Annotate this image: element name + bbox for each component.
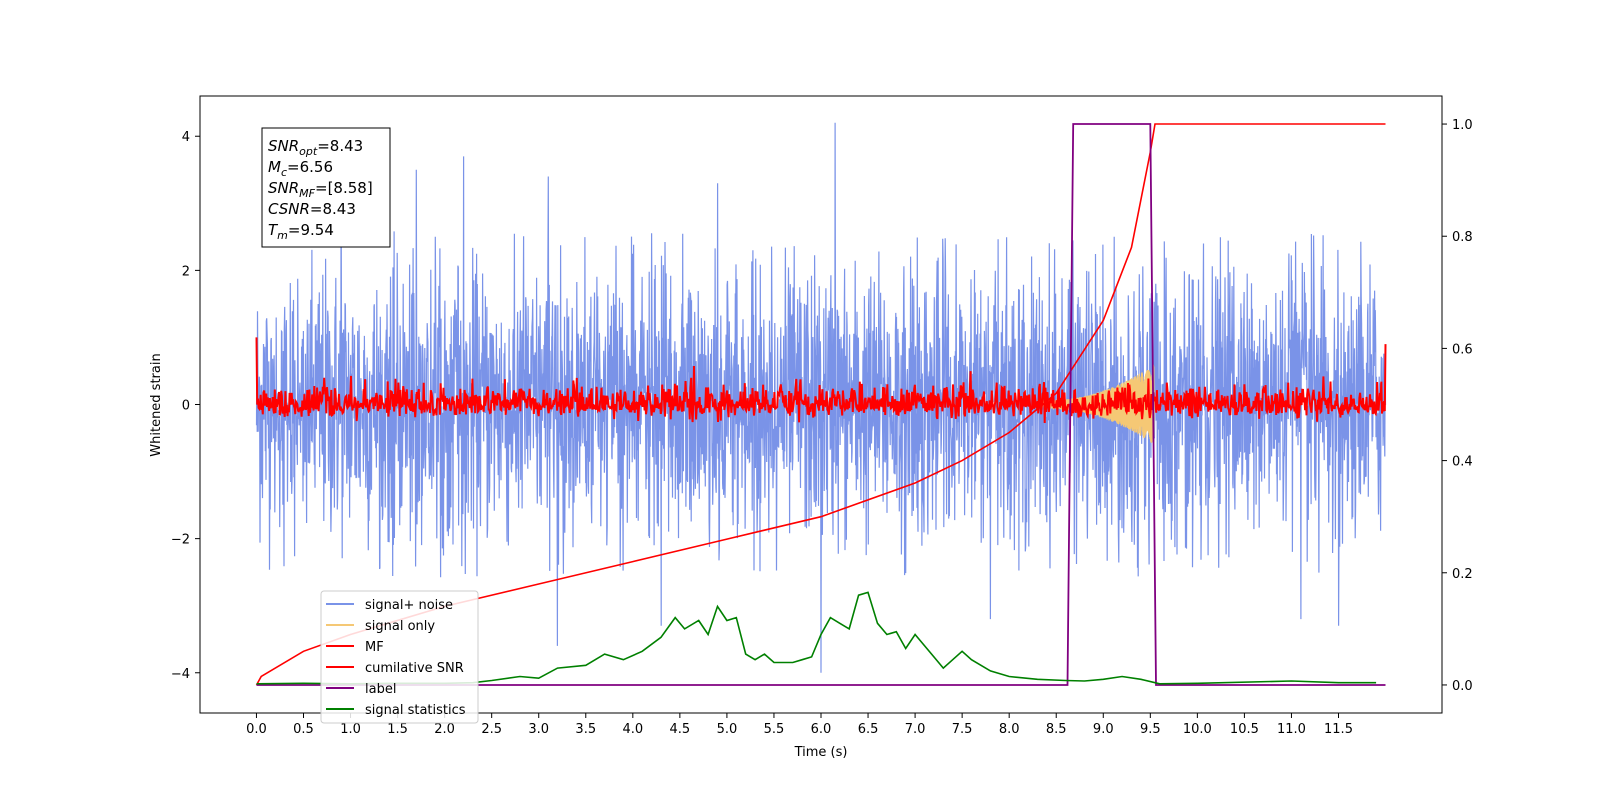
series-label bbox=[256, 123, 1386, 686]
legend-frame bbox=[320, 590, 479, 724]
x-tick-label: 10.5 bbox=[1230, 722, 1259, 737]
series-signal-statistics bbox=[256, 591, 1377, 685]
y2-tick-label: 1.0 bbox=[1452, 118, 1473, 133]
x-axis-label: Time (s) bbox=[794, 745, 848, 760]
legend-entry: MF bbox=[365, 640, 384, 655]
x-tick-label: 4.5 bbox=[670, 722, 691, 737]
x-tick-label: 9.5 bbox=[1140, 722, 1161, 737]
x-tick-label: 6.0 bbox=[811, 722, 832, 737]
y2-tick-label: 0.2 bbox=[1452, 567, 1473, 582]
x-tick-label: 7.0 bbox=[905, 722, 926, 737]
y2-tick-label: 0.6 bbox=[1452, 342, 1473, 357]
y-tick-label: 4 bbox=[182, 130, 190, 145]
annotation-frame bbox=[261, 127, 391, 248]
x-tick-label: 6.5 bbox=[858, 722, 879, 737]
legend: signal+ noise signal only MF cumilative SNR… bbox=[320, 590, 479, 724]
y2-tick-label: 0.8 bbox=[1452, 230, 1473, 245]
x-tick-label: 2.5 bbox=[481, 722, 502, 737]
annotation-line: Tm=9.54 bbox=[268, 221, 334, 242]
x-tick-label: 11.5 bbox=[1324, 722, 1353, 737]
annotation-line: SNRopt=8.43 bbox=[268, 137, 363, 158]
x-tick-label: 0.0 bbox=[246, 722, 267, 737]
y2-tick-label: 0.0 bbox=[1452, 679, 1473, 694]
y-axis-right: 0.0 0.2 0.4 0.6 0.8 1.0 bbox=[1442, 118, 1473, 694]
annotation-line: CSNR=8.43 bbox=[268, 200, 356, 218]
x-tick-label: 4.0 bbox=[622, 722, 643, 737]
x-tick-label: 5.0 bbox=[717, 722, 738, 737]
x-tick-label: 8.0 bbox=[999, 722, 1020, 737]
x-tick-label: 10.0 bbox=[1183, 722, 1212, 737]
annotation-line: SNRMF=[8.58] bbox=[268, 179, 373, 200]
y-axis-left: −4 −2 0 2 4 bbox=[171, 130, 200, 682]
x-tick-label: 5.5 bbox=[764, 722, 785, 737]
x-tick-label: 9.0 bbox=[1093, 722, 1114, 737]
x-tick-label: 0.5 bbox=[293, 722, 314, 737]
y-tick-label: 0 bbox=[182, 399, 190, 414]
annotation-line: Mc=6.56 bbox=[268, 158, 333, 179]
series-signal-noise bbox=[255, 122, 1387, 673]
legend-entry: signal statistics bbox=[365, 703, 466, 718]
legend-entry: cumilative SNR bbox=[365, 661, 464, 676]
x-tick-label: 1.5 bbox=[387, 722, 408, 737]
y-tick-label: −2 bbox=[171, 533, 190, 548]
series-mf bbox=[255, 337, 1387, 424]
x-tick-label: 3.0 bbox=[528, 722, 549, 737]
x-tick-label: 8.5 bbox=[1046, 722, 1067, 737]
legend-entry: signal only bbox=[365, 619, 435, 634]
x-tick-label: 3.5 bbox=[575, 722, 596, 737]
x-tick-label: 7.5 bbox=[952, 722, 973, 737]
y-axis-label: Whitened strain bbox=[149, 353, 164, 456]
x-tick-label: 2.0 bbox=[434, 722, 455, 737]
legend-entry: signal+ noise bbox=[365, 598, 453, 613]
x-axis: 0.0 0.5 1.0 1.5 2.0 2.5 3.0 3.5 4.0 4.5 5.0 5.5 6.0 6… bbox=[246, 713, 1353, 737]
y2-tick-label: 0.4 bbox=[1452, 455, 1473, 470]
x-tick-label: 11.0 bbox=[1277, 722, 1306, 737]
legend-entry: label bbox=[365, 682, 396, 697]
y-tick-label: −4 bbox=[171, 667, 190, 682]
x-tick-label: 1.0 bbox=[340, 722, 361, 737]
y-tick-label: 2 bbox=[182, 264, 190, 279]
